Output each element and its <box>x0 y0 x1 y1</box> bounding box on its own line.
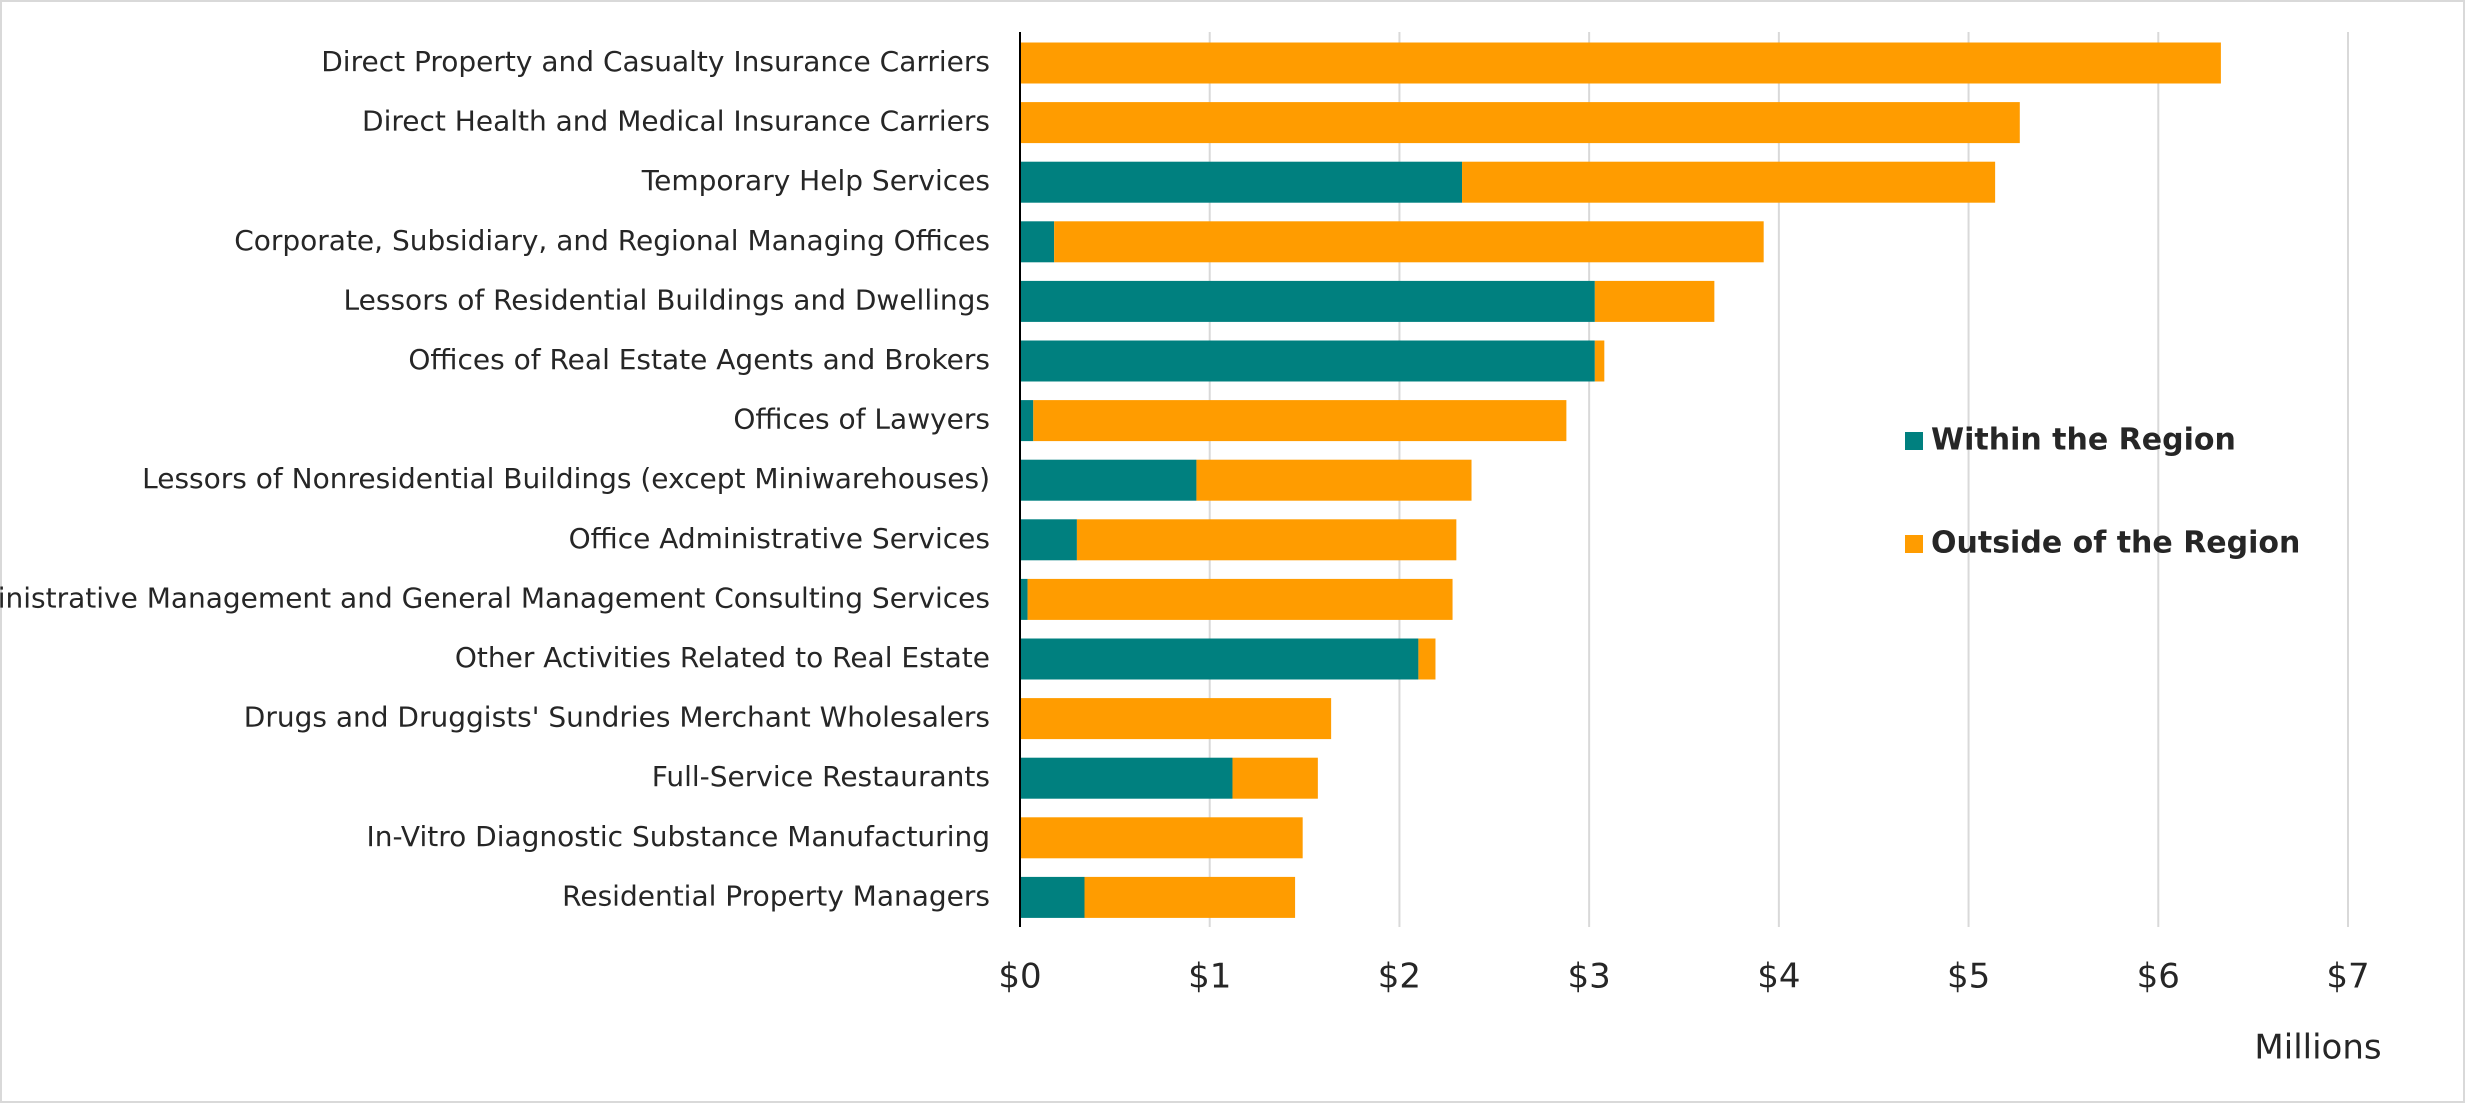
bar-segment <box>1020 400 1034 442</box>
bar-segment <box>1020 102 2020 144</box>
bar-segment <box>1020 42 2221 84</box>
y-tick-label: Office Administrative Services <box>569 522 990 555</box>
x-tick-label: $3 <box>1568 957 1611 997</box>
y-tick-label: Other Activities Related to Real Estate <box>455 641 990 674</box>
bar-segment <box>1020 817 1303 859</box>
legend-swatch <box>1905 432 1923 450</box>
bar-segment <box>1020 340 1595 382</box>
bar-segment <box>1594 280 1715 322</box>
y-tick-label: Full-Service Restaurants <box>652 760 990 793</box>
x-tick-label: $7 <box>2326 957 2369 997</box>
y-tick-label: Residential Property Managers <box>562 879 990 912</box>
y-tick-label: Offices of Real Estate Agents and Broker… <box>408 343 990 376</box>
x-axis-label: Millions <box>2254 1028 2381 1068</box>
y-tick-label: In-Vitro Diagnostic Substance Manufactur… <box>366 820 990 853</box>
bar-segment <box>1594 340 1605 382</box>
bar-segment <box>1076 519 1457 561</box>
y-tick-label: Lessors of Residential Buildings and Dwe… <box>344 283 990 316</box>
x-tick-label: $4 <box>1757 957 1800 997</box>
x-tick-label: $1 <box>1188 957 1231 997</box>
bar-segment <box>1020 519 1077 561</box>
y-tick-label: Direct Health and Medical Insurance Carr… <box>362 105 990 138</box>
bar-segment <box>1418 638 1436 680</box>
legend-label: Within the Region <box>1931 423 2236 458</box>
y-tick-label: Direct Property and Casualty Insurance C… <box>321 45 990 78</box>
bar-segment <box>1020 459 1197 501</box>
bar-segment <box>1232 757 1318 799</box>
x-tick-label: $5 <box>1947 957 1990 997</box>
bar-segment <box>1033 400 1567 442</box>
bar-segment <box>1020 221 1055 263</box>
bar-segment <box>1020 578 1028 620</box>
x-tick-label: $2 <box>1378 957 1421 997</box>
bar-segment <box>1196 459 1472 501</box>
bar-segment <box>1020 280 1595 322</box>
legend-swatch <box>1905 535 1923 553</box>
x-tick-label: $6 <box>2137 957 2180 997</box>
bar-segment <box>1084 876 1296 918</box>
bar-segment <box>1054 221 1764 263</box>
y-tick-label: Administrative Management and General Ma… <box>0 581 990 614</box>
legend-label: Outside of the Region <box>1931 526 2300 561</box>
y-tick-label: Lessors of Nonresidential Buildings (exc… <box>142 462 990 495</box>
y-tick-label: Corporate, Subsidiary, and Regional Mana… <box>234 224 990 257</box>
y-tick-label: Drugs and Druggists' Sundries Merchant W… <box>244 701 990 734</box>
bar-segment <box>1020 698 1332 740</box>
y-tick-label: Offices of Lawyers <box>733 403 990 436</box>
bar-segment <box>1020 876 1085 918</box>
y-tick-label: Temporary Help Services <box>641 164 990 197</box>
x-tick-label: $0 <box>998 957 1041 997</box>
bar-segment <box>1020 757 1233 799</box>
bar-segment <box>1020 161 1463 203</box>
bar-segment <box>1027 578 1453 620</box>
bar-segment <box>1462 161 1996 203</box>
bar-segment <box>1020 638 1419 680</box>
